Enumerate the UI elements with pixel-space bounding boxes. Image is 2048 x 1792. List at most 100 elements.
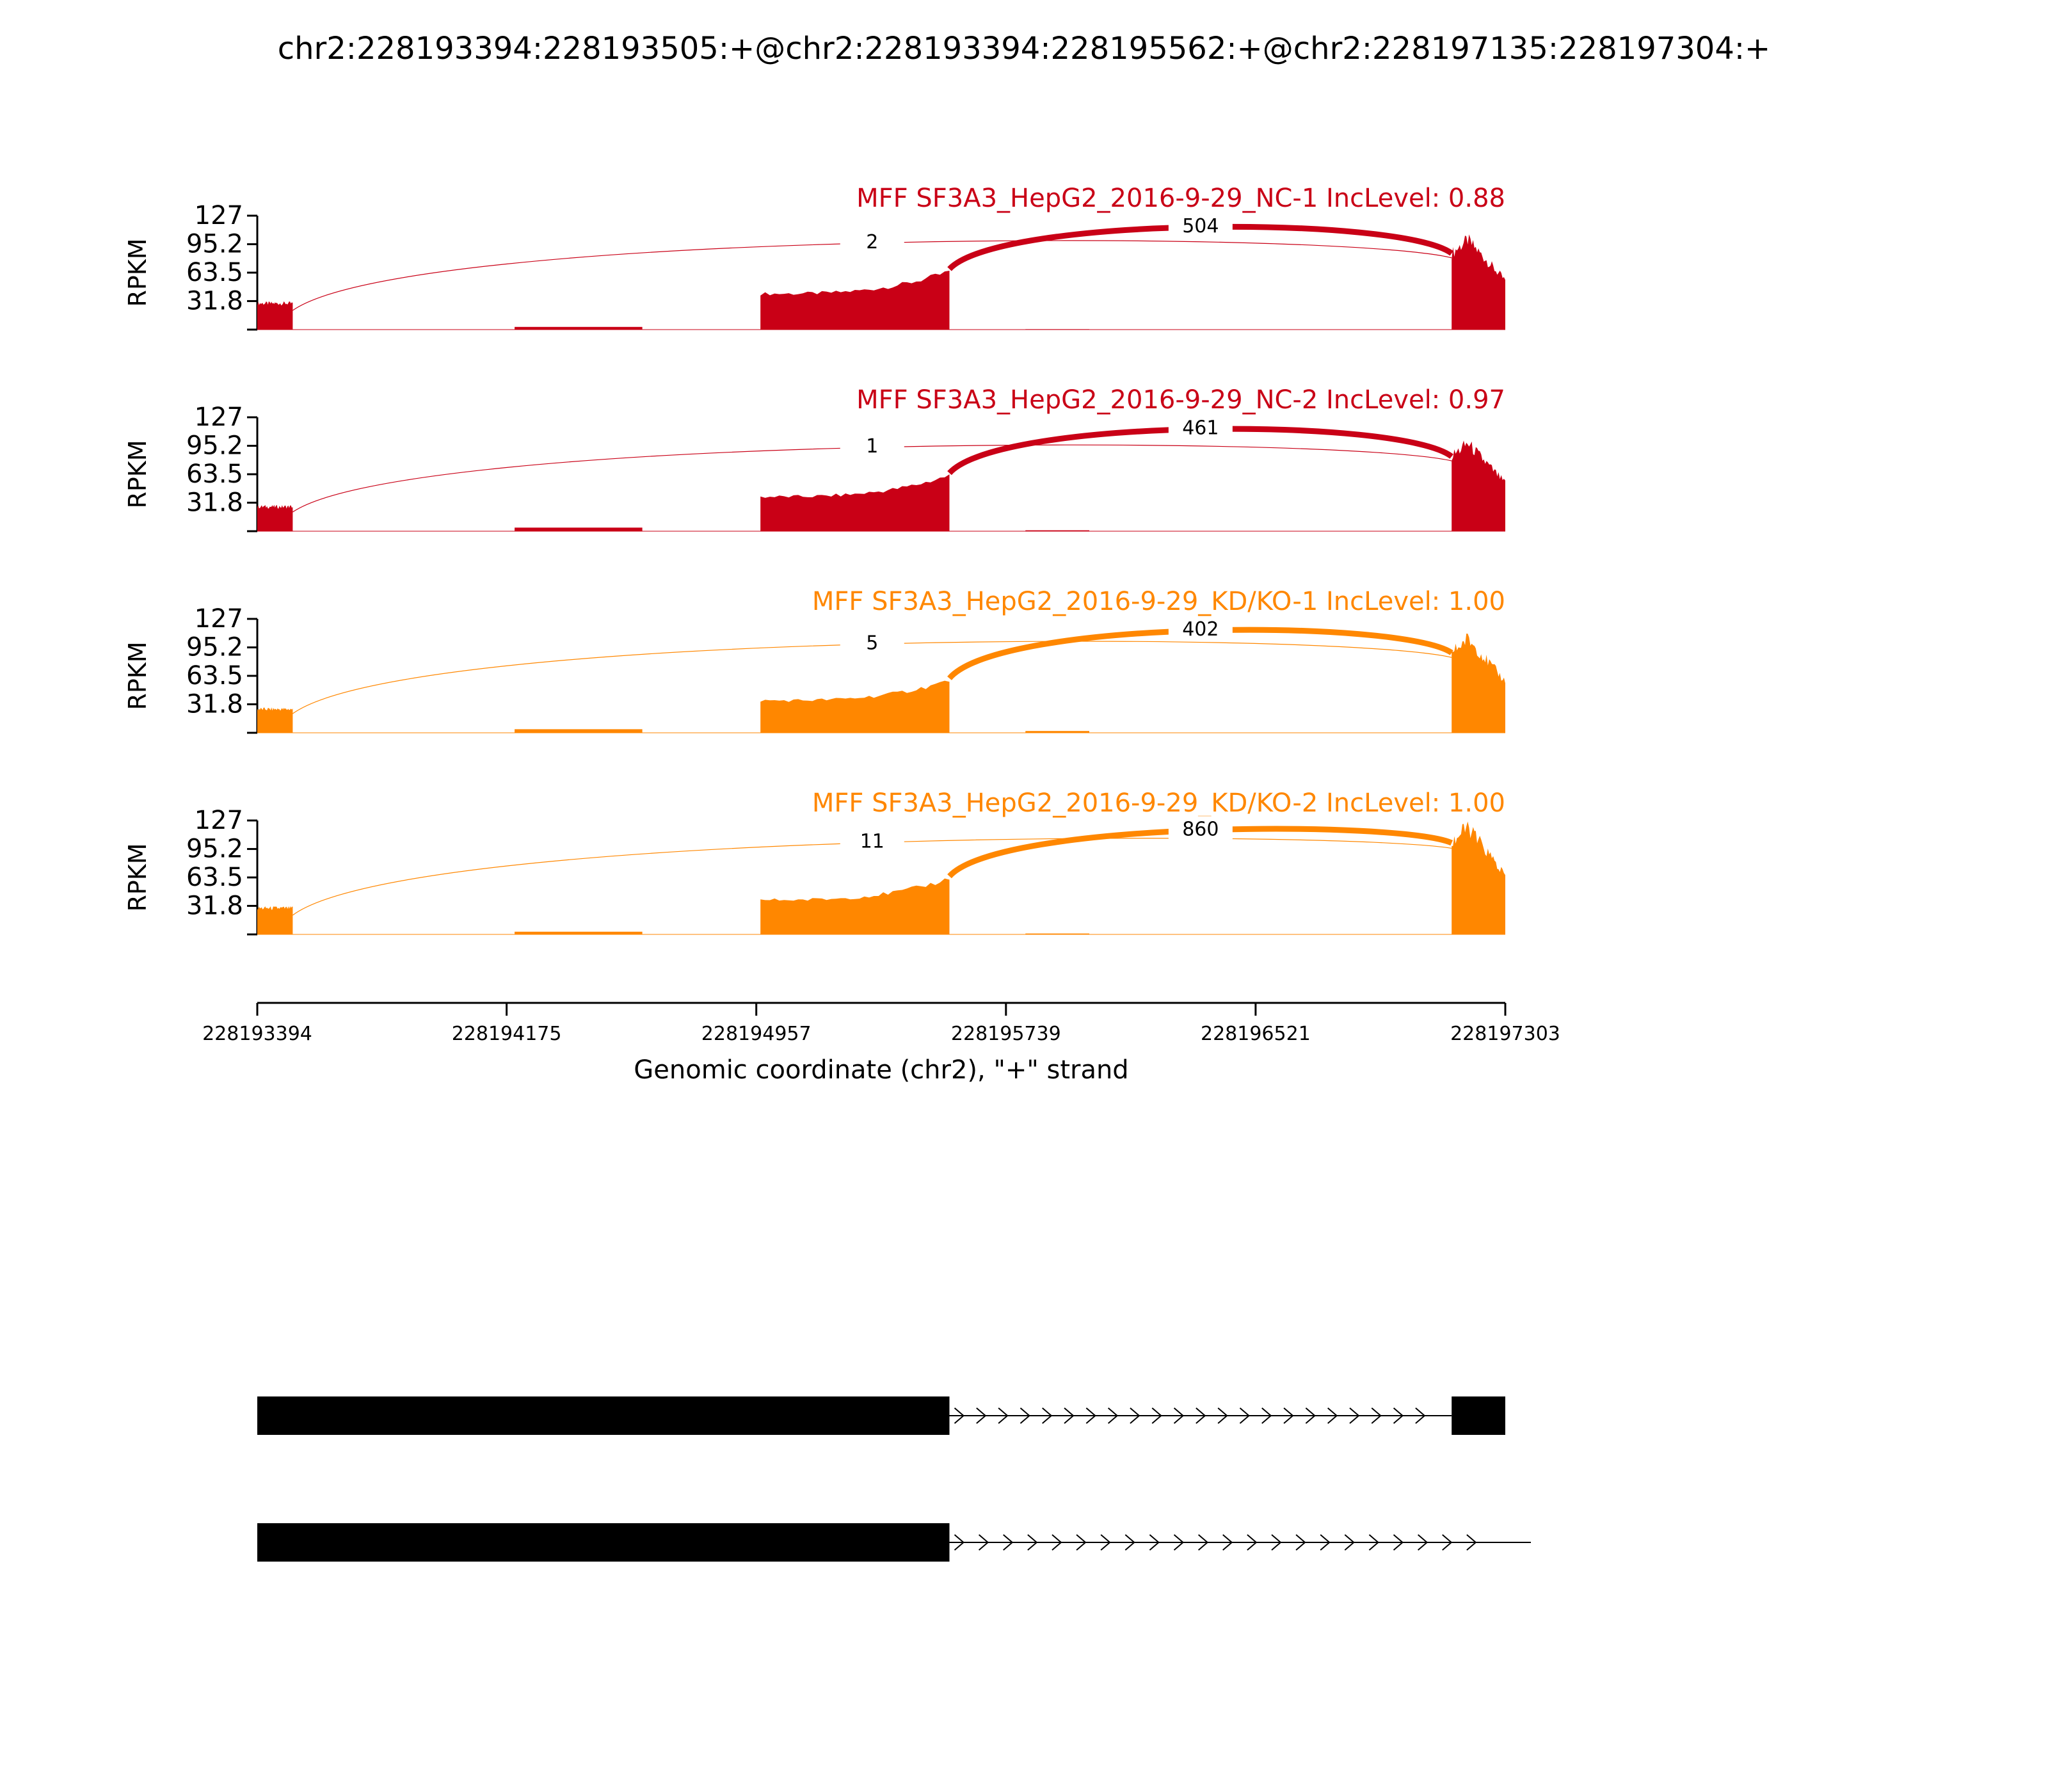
exon-coverage xyxy=(760,271,950,330)
y-axis-label: RPKM xyxy=(124,843,152,911)
junction-count-bg xyxy=(1168,816,1233,840)
track-label: MFF SF3A3_HepG2_2016-9-29_KD/KO-2 IncLev… xyxy=(812,788,1505,818)
strand-arrow xyxy=(1239,1407,1250,1424)
intron-coverage xyxy=(1025,731,1089,733)
exon-coverage xyxy=(1452,821,1505,934)
strand-arrow xyxy=(1305,1407,1316,1424)
x-tick-label: 228194175 xyxy=(452,1023,562,1045)
strand-arrow xyxy=(1271,1534,1282,1551)
y-tick-label: 95.2 xyxy=(186,835,243,864)
y-axis-label: RPKM xyxy=(124,238,152,307)
exon-coverage xyxy=(257,301,293,330)
strand-arrow xyxy=(1151,1407,1162,1424)
strand-arrow xyxy=(998,1407,1009,1424)
y-tick-label: 127 xyxy=(195,604,243,634)
exon-block xyxy=(1452,1396,1505,1435)
y-tick-label: 63.5 xyxy=(186,661,243,691)
y-tick-label: 95.2 xyxy=(186,230,243,259)
junction-count: 5 xyxy=(866,632,878,654)
track-3: MFF SF3A3_HepG2_2016-9-29_KD/KO-1 IncLev… xyxy=(124,587,1505,734)
strand-arrow xyxy=(1418,1534,1428,1551)
intron-coverage xyxy=(515,326,643,330)
track-label: MFF SF3A3_HepG2_2016-9-29_KD/KO-1 IncLev… xyxy=(812,587,1505,616)
strand-arrow xyxy=(1368,1534,1379,1551)
exon-coverage xyxy=(1452,234,1505,330)
strand-arrow xyxy=(1344,1534,1355,1551)
exon-coverage xyxy=(760,474,950,531)
exon-coverage xyxy=(760,878,950,934)
strand-arrow xyxy=(978,1534,989,1551)
strand-arrow xyxy=(1124,1534,1135,1551)
strand-arrow xyxy=(1393,1534,1404,1551)
strand-arrow xyxy=(1320,1534,1331,1551)
x-axis: 228193394 228194175 228194957 228195739 2281… xyxy=(202,1002,1560,1085)
intron-coverage xyxy=(515,729,643,733)
strand-arrow xyxy=(954,1407,965,1424)
y-tick-label: 127 xyxy=(195,201,243,230)
strand-arrow xyxy=(1349,1407,1360,1424)
exon-coverage xyxy=(1452,634,1505,733)
x-tick-label: 228197303 xyxy=(1450,1023,1560,1045)
y-tick-label: 95.2 xyxy=(186,431,243,461)
x-axis-label: Genomic coordinate (chr2), "+" strand xyxy=(634,1055,1128,1085)
x-tick-label: 228196521 xyxy=(1201,1023,1311,1045)
x-tick-label: 228195739 xyxy=(951,1023,1061,1045)
track-2: MFF SF3A3_HepG2_2016-9-29_NC-2 IncLevel:… xyxy=(124,385,1505,532)
strand-arrow xyxy=(1085,1407,1096,1424)
strand-arrow xyxy=(1217,1407,1228,1424)
y-axis-label: RPKM xyxy=(124,440,152,508)
y-axis-label: RPKM xyxy=(124,641,152,710)
chart-title: chr2:228193394:228193505:+@chr2:22819339… xyxy=(278,31,1771,67)
track-1: MFF SF3A3_HepG2_2016-9-29_NC-1 IncLevel:… xyxy=(124,184,1505,331)
strand-arrow xyxy=(1100,1534,1111,1551)
y-tick-label: 31.8 xyxy=(186,891,243,920)
strand-arrow xyxy=(954,1534,965,1551)
strand-arrow xyxy=(1042,1407,1053,1424)
strand-arrow xyxy=(1107,1407,1119,1424)
junction-count-bg xyxy=(840,630,904,653)
strand-arrow xyxy=(1027,1534,1038,1551)
strand-arrow xyxy=(1327,1407,1338,1424)
exon-block xyxy=(257,1523,950,1562)
strand-arrow xyxy=(1371,1407,1382,1424)
strand-arrow xyxy=(1197,1534,1209,1551)
strand-arrow xyxy=(1222,1534,1233,1551)
isoform-models xyxy=(257,1396,1531,1562)
strand-arrow xyxy=(1064,1407,1075,1424)
isoform-2 xyxy=(257,1523,1531,1562)
strand-arrow xyxy=(1442,1534,1453,1551)
intron-coverage xyxy=(1025,329,1089,330)
junction-count-bg xyxy=(840,828,904,852)
exon-coverage xyxy=(257,707,293,733)
isoform-1 xyxy=(257,1396,1505,1435)
strand-arrow xyxy=(1052,1534,1062,1551)
strand-arrow xyxy=(1247,1534,1258,1551)
strand-arrow xyxy=(1173,1534,1185,1551)
junction-count-bg xyxy=(1168,212,1233,236)
strand-arrow xyxy=(1020,1407,1030,1424)
x-tick-label: 228193394 xyxy=(202,1023,312,1045)
coverage-tracks: MFF SF3A3_HepG2_2016-9-29_NC-1 IncLevel:… xyxy=(124,184,1505,936)
strand-arrow xyxy=(976,1407,987,1424)
y-tick-label: 63.5 xyxy=(186,863,243,892)
junction-count: 461 xyxy=(1182,417,1219,440)
exon-coverage xyxy=(257,906,293,934)
strand-arrow xyxy=(1261,1407,1272,1424)
y-tick-label: 95.2 xyxy=(186,633,243,662)
junction-count: 2 xyxy=(866,231,878,253)
strand-arrow xyxy=(1196,1407,1206,1424)
junction-count: 402 xyxy=(1182,618,1219,641)
junction-count-bg xyxy=(1168,415,1233,438)
y-tick-label: 31.8 xyxy=(186,488,243,517)
strand-arrow xyxy=(1130,1407,1140,1424)
strand-arrow xyxy=(1003,1534,1014,1551)
strand-arrow xyxy=(1415,1407,1426,1424)
y-tick-label: 31.8 xyxy=(186,689,243,719)
y-tick-label: 63.5 xyxy=(186,460,243,489)
junction-count-bg xyxy=(840,228,904,252)
strand-arrow xyxy=(1173,1407,1185,1424)
strand-arrow xyxy=(1149,1534,1160,1551)
exon-coverage xyxy=(1452,440,1505,531)
junction-count-bg xyxy=(840,433,904,457)
